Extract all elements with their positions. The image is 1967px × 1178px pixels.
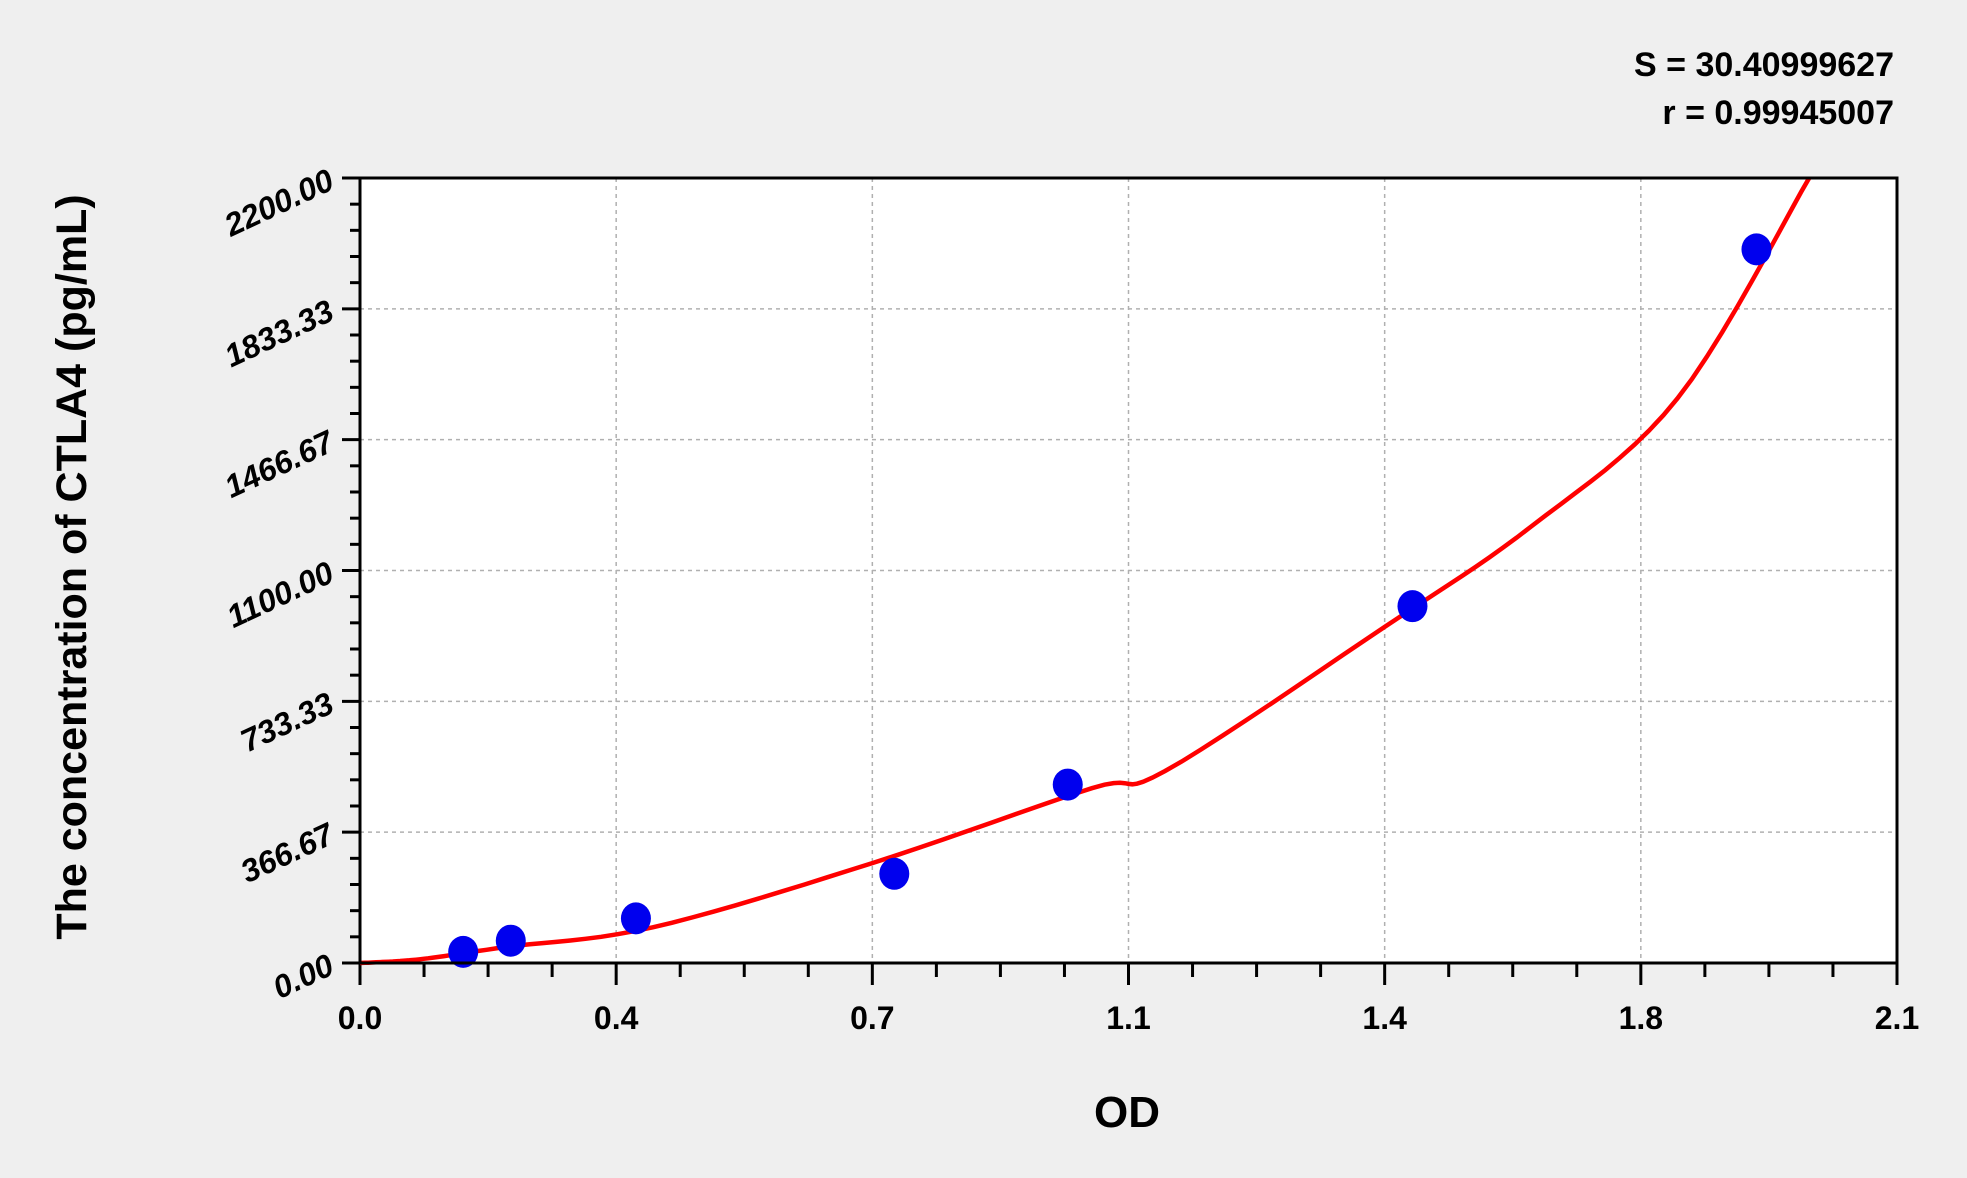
x-tick-labels: 0.0 0.4 0.7 1.1 1.4 1.8 2.1 — [338, 1000, 1919, 1036]
data-point — [1052, 768, 1083, 801]
fit-curve-group — [359, 176, 1812, 966]
data-point — [495, 924, 526, 957]
x-tick-label: 0.7 — [850, 1000, 894, 1036]
x-tick-label: 1.1 — [1106, 1000, 1150, 1036]
y-axis-title: The concentration of CTLA4 (pg/mL) — [48, 194, 96, 939]
stat-s: S = 30.40999627 — [1634, 46, 1894, 84]
data-point — [1397, 590, 1428, 623]
x-tick-label: 1.4 — [1362, 1000, 1407, 1036]
x-tick-label: 2.1 — [1875, 1000, 1919, 1036]
data-point — [1741, 233, 1772, 266]
fit-curve — [359, 176, 1812, 966]
data-point — [620, 902, 651, 935]
x-tick-label: 0.4 — [594, 1000, 639, 1036]
axis-ticks — [342, 176, 1899, 985]
x-tick-label: 0.0 — [338, 1000, 382, 1036]
data-point — [448, 935, 479, 968]
x-tick-label: 1.8 — [1619, 1000, 1663, 1036]
data-points — [448, 233, 1772, 968]
data-point — [879, 857, 910, 890]
x-axis-title: OD — [1094, 1088, 1160, 1137]
stat-r: r = 0.99945007 — [1662, 94, 1894, 132]
plot-frame — [358, 176, 1899, 965]
